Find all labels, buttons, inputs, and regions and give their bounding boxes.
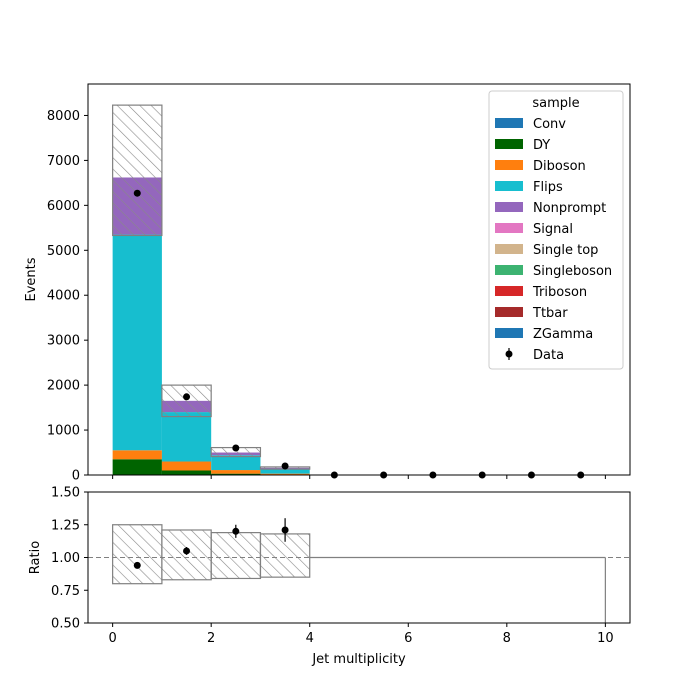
bar-flips-bin-2 <box>211 455 261 471</box>
data-point-1 <box>183 393 191 401</box>
legend-label: Conv <box>533 117 566 132</box>
main-ytick-label: 2000 <box>47 379 80 394</box>
bar-flips-bin-3 <box>260 468 310 474</box>
ratio-xtick-label: 2 <box>207 631 215 646</box>
main-ytick-label: 3000 <box>47 334 80 349</box>
data-point-3 <box>281 462 289 470</box>
ratio-xlabel: Jet multiplicity <box>311 652 406 667</box>
legend-swatch-diboson <box>495 160 523 170</box>
main-ytick-label: 0 <box>72 469 80 484</box>
legend-swatch-single-top <box>495 244 523 254</box>
legend-label: Triboson <box>532 285 587 300</box>
legend-label: Flips <box>533 180 563 195</box>
legend-label: DY <box>533 138 550 153</box>
main-ytick-label: 5000 <box>47 244 80 259</box>
legend-label: Diboson <box>533 159 586 174</box>
legend-label-data: Data <box>533 348 564 363</box>
legend-swatch-dy <box>495 139 523 149</box>
legend-swatch-nonprompt <box>495 202 523 212</box>
legend-label: Ttbar <box>532 306 568 321</box>
ratio-point-3 <box>281 526 289 534</box>
main-ylabel: Events <box>24 257 39 301</box>
legend-swatch-singleboson <box>495 265 523 275</box>
ratio-ytick-label: 0.75 <box>51 584 80 599</box>
ratio-point-1 <box>183 547 191 555</box>
ratio-xtick-label: 8 <box>503 631 511 646</box>
main-ytick-label: 4000 <box>47 289 80 304</box>
ratio-point-0 <box>133 561 141 569</box>
legend-label: Single top <box>533 243 598 258</box>
legend-swatch-flips <box>495 181 523 191</box>
main-ytick-label: 1000 <box>47 424 80 439</box>
uncertainty-band-bin-1 <box>161 384 212 418</box>
ratio-xtick-label: 4 <box>306 631 314 646</box>
main-ytick-label: 8000 <box>47 109 80 124</box>
data-point-0 <box>133 189 141 197</box>
legend-label: Nonprompt <box>533 201 606 216</box>
legend-swatch-signal <box>495 223 523 233</box>
ratio-ytick-label: 0.50 <box>51 617 80 632</box>
bar-diboson-bin-2 <box>211 470 261 474</box>
ratio-xtick-label: 6 <box>404 631 412 646</box>
ratio-band-bin-0 <box>112 524 163 585</box>
main-ytick-label: 7000 <box>47 154 80 169</box>
bar-dy-bin-1 <box>161 470 212 475</box>
data-point-2 <box>232 444 240 452</box>
ratio-ytick-label: 1.00 <box>51 551 80 566</box>
ratio-panel: 0.50 0.75 1.00 1.25 1.50 0 2 4 6 8 10 Jet multiplic… <box>28 486 631 667</box>
legend-data-marker <box>505 350 513 358</box>
ratio-point-2 <box>232 527 240 535</box>
bar-diboson-bin-1 <box>161 461 212 471</box>
legend-swatch-conv <box>495 118 523 128</box>
bar-diboson-bin-0 <box>112 450 162 460</box>
bar-dy-bin-2 <box>211 473 261 475</box>
ratio-band-bin-2 <box>210 532 262 580</box>
bar-flips-bin-0 <box>112 234 162 451</box>
ratio-ylabel: Ratio <box>28 541 43 574</box>
main-ytick-label: 6000 <box>47 199 80 214</box>
uncertainty-band-bin-0 <box>112 104 163 237</box>
legend-swatch-ttbar <box>495 307 523 317</box>
ratio-ytick-label: 1.25 <box>51 518 80 533</box>
main-axes-frame <box>87 83 631 476</box>
legend-label: ZGamma <box>533 327 593 342</box>
legend-label: Singleboson <box>533 264 612 279</box>
legend-swatch-zgamma <box>495 328 523 338</box>
ratio-xtick-label: 10 <box>597 631 614 646</box>
main-histogram-panel: 0 1000 2000 3000 4000 5000 6000 7000 8000 Events <box>24 83 631 484</box>
legend-label: Signal <box>533 222 573 237</box>
ratio-ytick-label: 1.50 <box>51 486 80 501</box>
legend-title: sample <box>532 96 579 111</box>
ratio-xtick-label: 0 <box>108 631 116 646</box>
bar-dy-bin-0 <box>112 459 162 475</box>
bar-flips-bin-1 <box>161 412 212 462</box>
legend: sample Conv DY Diboson Flips Nonprompt Signal S… <box>488 90 624 370</box>
legend-swatch-triboson <box>495 286 523 296</box>
bar-diboson-bin-3 <box>260 473 310 475</box>
